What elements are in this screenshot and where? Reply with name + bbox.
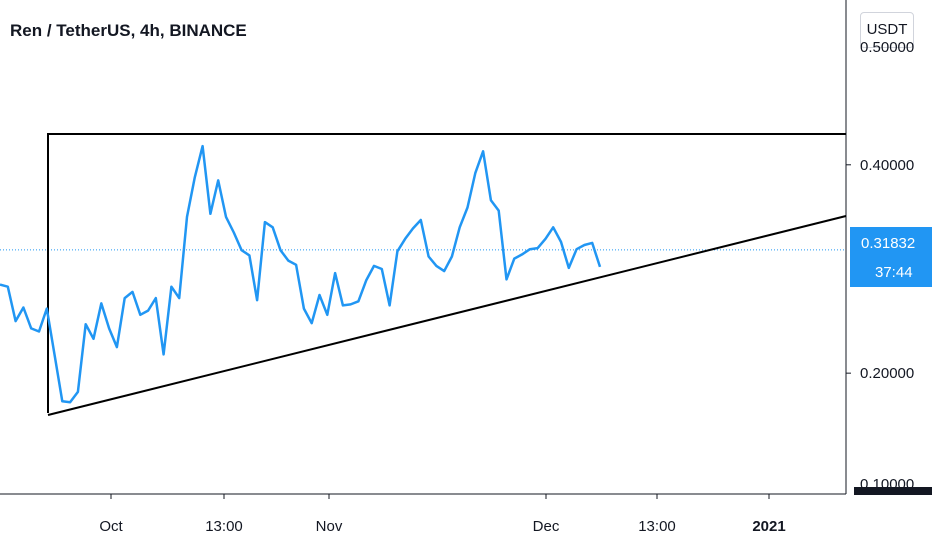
- time-tick-label: 2021: [752, 518, 785, 535]
- time-tick-label: Oct: [99, 518, 123, 535]
- triangle-top-line[interactable]: [47, 133, 846, 413]
- price-label: 0.31832 37:44: [850, 227, 932, 287]
- time-axis[interactable]: Oct 13:00 Nov Dec 13:00 2021: [0, 493, 846, 535]
- price-label-value: 0.31832: [861, 235, 915, 252]
- price-axis-cursor-label: [854, 487, 932, 495]
- time-tick-label: Nov: [316, 518, 343, 535]
- currency-unit-button[interactable]: USDT: [860, 12, 914, 48]
- price-tick-label: 0.50000: [860, 39, 914, 56]
- chart-title: Ren / TetherUS, 4h, BINANCE: [10, 21, 247, 40]
- triangle-drawing[interactable]: [47, 133, 847, 416]
- time-tick-label: Dec: [533, 518, 560, 535]
- time-tick-label: 13:00: [205, 518, 243, 535]
- price-tick-label: 0.20000: [860, 365, 914, 382]
- price-series-line: [0, 144, 602, 404]
- price-tick-label: 0.40000: [860, 157, 914, 174]
- price-label-countdown: 37:44: [875, 264, 913, 281]
- time-tick-label: 13:00: [638, 518, 676, 535]
- support-trendline[interactable]: [47, 215, 847, 416]
